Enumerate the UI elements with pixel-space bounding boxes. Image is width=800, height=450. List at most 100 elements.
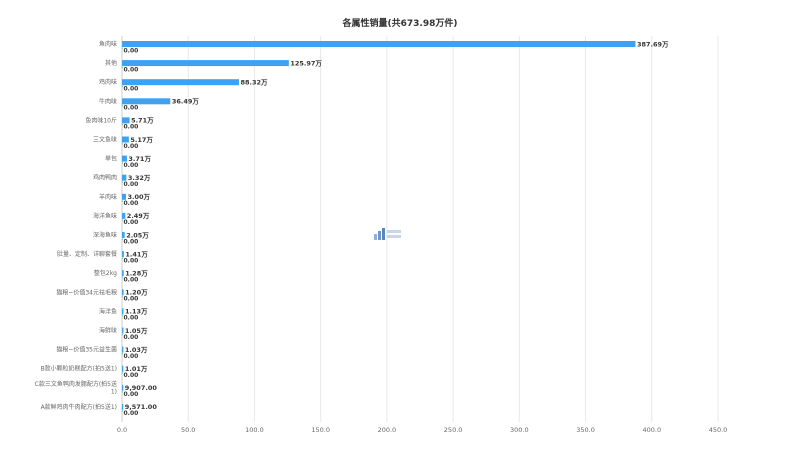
zero-value-label: 0.00: [124, 86, 139, 93]
x-tick-label: 50.0: [181, 426, 195, 434]
zero-value-label: 0.00: [124, 66, 139, 73]
zero-bar: [122, 181, 123, 183]
category-label: 鸡肉鸭肉: [93, 174, 117, 182]
bar-value-label: 2.49万: [127, 212, 150, 220]
bar-value-label: 125.97万: [290, 59, 322, 67]
bar-value-label: 387.69万: [637, 40, 669, 48]
x-tick-label: 100.0: [245, 426, 264, 434]
zero-bar: [122, 276, 123, 279]
bar: [122, 384, 124, 391]
zero-value-label: 0.00: [124, 219, 139, 226]
zero-bar: [122, 200, 123, 202]
bar-value-label: 1.03万: [125, 346, 148, 354]
bar-value-label: 5.71万: [131, 117, 154, 125]
category-label: 羊肉味: [99, 193, 117, 201]
zero-value-label: 0.00: [124, 162, 139, 169]
watermark-logo: [374, 228, 401, 240]
zero-value-label: 0.00: [124, 238, 139, 245]
zero-bar: [122, 143, 123, 145]
category-label: 猫粮~价值35元益生菌: [56, 346, 117, 354]
zero-bar: [122, 353, 123, 355]
category-label: 海鲜味: [99, 327, 117, 335]
zero-value-label: 0.00: [124, 315, 139, 322]
x-tick-label: 200.0: [378, 426, 397, 434]
zero-bar: [122, 85, 123, 88]
bar-value-label: 1.41万: [125, 250, 148, 258]
category-label: 猫粮~价值34元祛毛粮: [56, 288, 117, 296]
zero-value-label: 0.00: [124, 334, 139, 341]
zero-value-label: 0.00: [124, 391, 139, 398]
bar-value-label: 2.05万: [126, 231, 149, 239]
bar: [122, 117, 130, 124]
bars: [122, 41, 636, 412]
category-label: 其他: [105, 59, 117, 67]
zero-bar: [122, 66, 123, 69]
zero-value-label: 0.00: [124, 410, 139, 417]
bar-value-label: 3.00万: [127, 193, 150, 201]
zero-value-label: 0.00: [124, 353, 139, 360]
category-label: 单包: [105, 155, 117, 163]
zero-bar: [122, 219, 123, 221]
zero-value-label: 0.00: [124, 200, 139, 207]
bar: [122, 327, 124, 334]
bar-value-label: 1.28万: [125, 270, 148, 278]
bar: [122, 365, 124, 372]
zero-bar: [122, 104, 123, 107]
bar-value-label: 88.32万: [240, 79, 268, 87]
x-tick-label: 400.0: [642, 426, 661, 434]
bar: [122, 346, 124, 353]
category-label: 牛肉味: [99, 97, 117, 105]
bar: [122, 98, 171, 105]
bar: [122, 289, 124, 296]
zero-bar: [122, 162, 123, 164]
category-label: 鱼肉味10斤: [85, 116, 117, 124]
grid-lines: [121, 36, 719, 422]
bar-value-label: 5.17万: [130, 136, 153, 144]
zero-bar: [122, 334, 123, 336]
bar: [122, 155, 127, 162]
zero-value-label: 0.00: [124, 257, 139, 264]
category-label: 鸡肉味: [99, 78, 117, 86]
zero-bar: [122, 391, 123, 393]
bar: [122, 193, 126, 200]
category-label: C款三文鱼鸭肉发腮配方(拍5送 1): [35, 380, 117, 395]
zero-bar: [122, 257, 123, 260]
bar: [122, 79, 239, 86]
bar: [122, 251, 124, 258]
bar-value-label: 1.20万: [125, 289, 148, 297]
category-label: 深海鱼味: [93, 231, 117, 239]
bar-value-label: 3.32万: [128, 174, 151, 182]
bar: [122, 174, 127, 181]
x-tick-label: 150.0: [311, 426, 330, 434]
x-tick-label: 350.0: [576, 426, 595, 434]
bar-value-label: 3.71万: [128, 155, 151, 163]
zero-value-label: 0.00: [124, 372, 139, 379]
category-label: 整包2kg: [94, 269, 117, 277]
bar: [122, 41, 636, 47]
zero-bar: [122, 295, 123, 298]
category-label: A款鲜鸡肉牛肉配方(拍5送1): [41, 403, 117, 411]
category-label: 海洋鱼味: [93, 212, 117, 220]
x-tick-label: 0.0: [117, 426, 127, 434]
chart-title: 各属性销量(共673.98万件): [342, 17, 458, 29]
zero-bar: [122, 410, 123, 412]
zero-bar: [122, 123, 123, 126]
zero-value-label: 0.00: [124, 277, 139, 284]
bar-value-label: 36.49万: [172, 98, 200, 106]
bar: [122, 308, 124, 315]
bar: [122, 270, 124, 277]
x-tick-label: 300.0: [510, 426, 529, 434]
zero-value-label: 0.00: [124, 181, 139, 188]
bar-value-label: 9,571.00: [125, 403, 158, 411]
zero-value-label: 0.00: [124, 296, 139, 303]
category-label: 肚量、定制、详聊套餐: [57, 250, 117, 258]
bar: [122, 212, 126, 219]
category-label: 三文鱼味: [93, 136, 117, 144]
zero-bar: [122, 238, 123, 240]
category-label: 鱼肉味: [99, 40, 117, 48]
zero-bar: [122, 314, 123, 317]
bar-value-label: 1.13万: [125, 308, 148, 316]
zero-value-label: 0.00: [124, 105, 139, 112]
category-label: B款小颗粒奶糕配方(拍5送1): [41, 365, 117, 373]
